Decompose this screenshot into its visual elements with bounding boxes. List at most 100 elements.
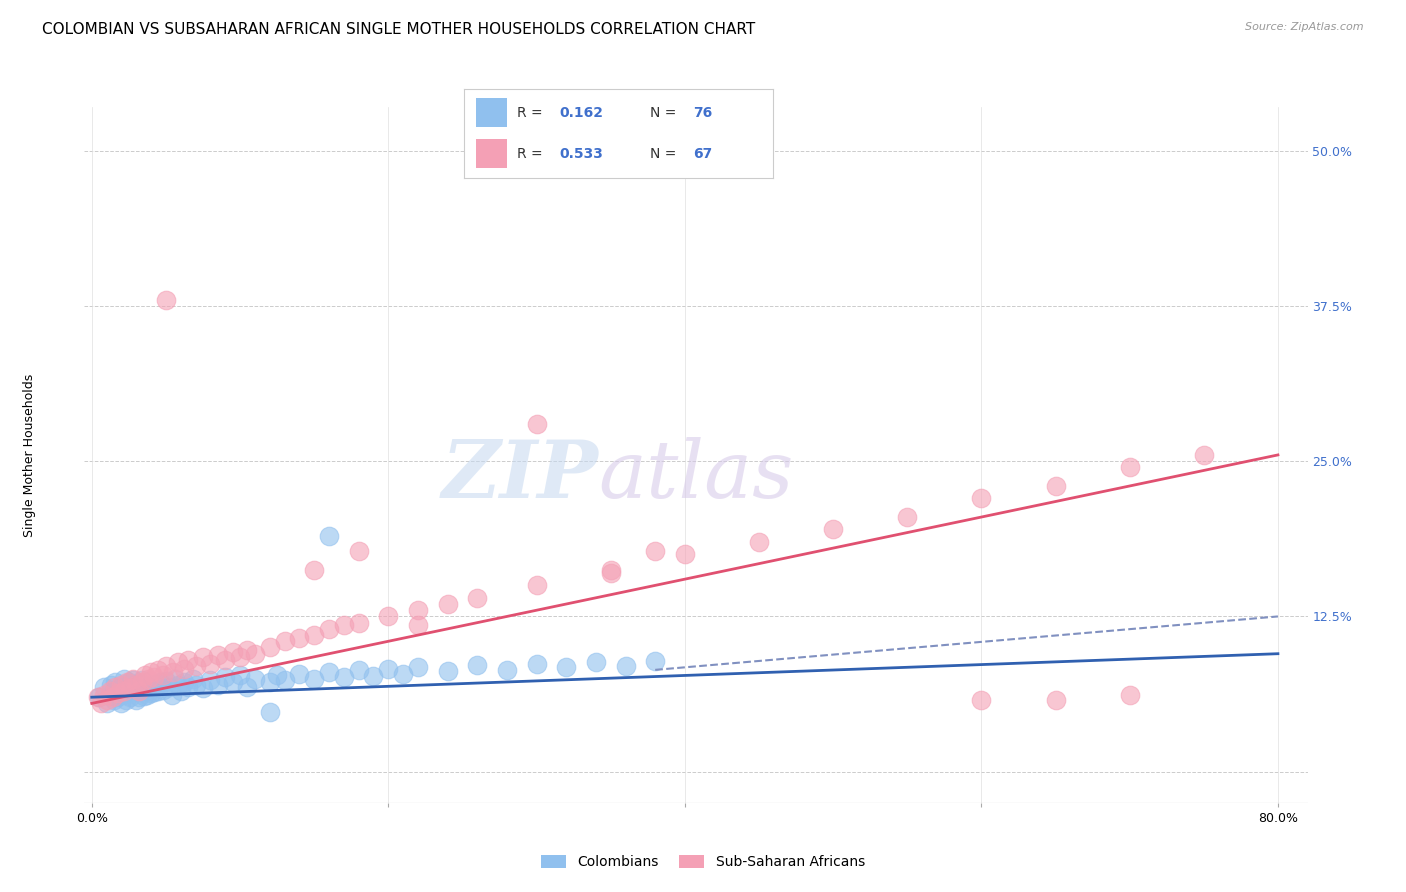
Point xyxy=(1118,460,1140,475)
Point xyxy=(526,657,548,671)
Point xyxy=(157,680,180,694)
Point xyxy=(465,591,488,605)
Point xyxy=(131,675,153,690)
Point xyxy=(318,665,340,680)
Point xyxy=(177,680,200,694)
Point xyxy=(1045,479,1067,493)
Point xyxy=(142,678,165,692)
Text: R =: R = xyxy=(516,147,547,161)
Point xyxy=(134,680,156,694)
Point xyxy=(302,564,325,578)
Point xyxy=(96,697,118,711)
Point xyxy=(131,673,153,687)
Point xyxy=(184,678,207,692)
Point xyxy=(259,640,281,655)
Point xyxy=(148,663,170,677)
Point xyxy=(644,654,666,668)
Point xyxy=(347,543,370,558)
Point xyxy=(347,615,370,630)
Point xyxy=(302,628,325,642)
Text: 0.162: 0.162 xyxy=(560,106,603,120)
Point xyxy=(200,657,222,671)
Point xyxy=(377,609,399,624)
Point xyxy=(134,668,156,682)
Point xyxy=(177,653,200,667)
Point xyxy=(644,543,666,558)
Text: atlas: atlas xyxy=(598,437,793,515)
Point xyxy=(406,603,429,617)
Point xyxy=(465,657,488,672)
Point xyxy=(166,656,188,670)
Point xyxy=(173,675,195,690)
Point xyxy=(125,692,148,706)
Point xyxy=(89,690,111,705)
Point xyxy=(173,662,195,676)
Point xyxy=(207,648,229,662)
Point xyxy=(122,672,145,686)
Point xyxy=(288,631,311,645)
Point xyxy=(1045,692,1067,706)
Point xyxy=(110,697,132,711)
Point xyxy=(318,622,340,636)
Point xyxy=(86,690,108,705)
Text: COLOMBIAN VS SUBSAHARAN AFRICAN SINGLE MOTHER HOUSEHOLDS CORRELATION CHART: COLOMBIAN VS SUBSAHARAN AFRICAN SINGLE M… xyxy=(42,22,755,37)
Point xyxy=(221,645,243,659)
Point xyxy=(229,668,252,682)
Point xyxy=(748,535,770,549)
Point xyxy=(152,682,174,697)
Point xyxy=(93,688,115,702)
Point xyxy=(221,675,243,690)
Point xyxy=(135,688,157,702)
Point xyxy=(288,666,311,681)
Point xyxy=(406,618,429,632)
Point xyxy=(139,686,162,700)
Point xyxy=(155,659,177,673)
Point xyxy=(103,692,125,706)
Point xyxy=(163,672,186,686)
Point xyxy=(333,618,356,632)
Point xyxy=(273,673,295,687)
Point xyxy=(127,684,149,698)
Point xyxy=(363,669,385,683)
Point xyxy=(148,684,170,698)
Point xyxy=(970,692,993,706)
Point xyxy=(107,681,129,696)
Point xyxy=(136,672,159,686)
Bar xyxy=(477,98,508,127)
Point xyxy=(392,666,415,681)
Point xyxy=(259,675,281,690)
Point xyxy=(112,680,135,694)
Point xyxy=(98,688,121,702)
Point xyxy=(236,643,259,657)
Point xyxy=(100,678,122,692)
Point xyxy=(1118,688,1140,702)
Point xyxy=(143,685,166,699)
Point xyxy=(266,668,288,682)
Point xyxy=(181,672,204,686)
Point xyxy=(200,673,222,687)
Point xyxy=(98,684,121,698)
Point xyxy=(377,662,399,676)
Point xyxy=(599,564,621,578)
Point xyxy=(104,675,127,690)
Point xyxy=(110,678,132,692)
Point xyxy=(129,681,152,696)
Point xyxy=(128,690,150,705)
Bar xyxy=(477,139,508,168)
Point xyxy=(207,678,229,692)
Point xyxy=(145,676,167,690)
Point xyxy=(673,547,696,561)
Point xyxy=(970,491,993,506)
Point xyxy=(184,659,207,673)
Point xyxy=(823,523,845,537)
Point xyxy=(347,663,370,677)
Point xyxy=(273,634,295,648)
Text: N =: N = xyxy=(650,147,681,161)
Point xyxy=(155,293,177,307)
Point xyxy=(302,672,325,686)
Text: Single Mother Households: Single Mother Households xyxy=(22,373,35,537)
Legend: Colombians, Sub-Saharan Africans: Colombians, Sub-Saharan Africans xyxy=(534,848,872,876)
Point xyxy=(125,678,148,692)
Point xyxy=(128,684,150,698)
Point xyxy=(526,417,548,431)
